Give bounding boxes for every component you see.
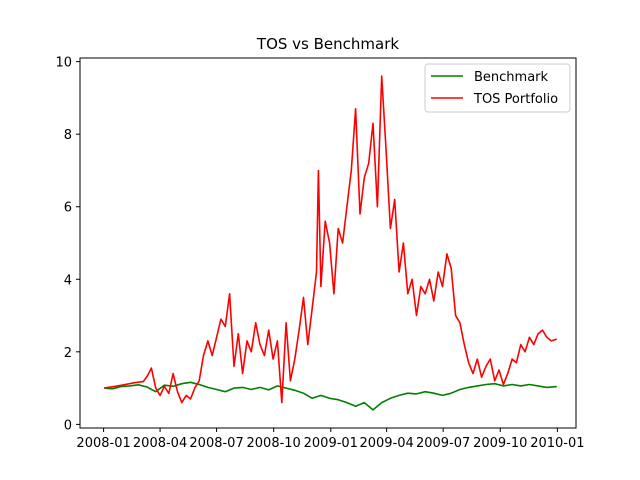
x-tick-label-2: 2008-07 [189, 436, 243, 451]
series-line-1 [104, 75, 558, 404]
plot-frame [79, 57, 577, 429]
y-tick-label-2: 4 [64, 273, 72, 288]
y-tick-label-3: 6 [64, 201, 72, 216]
x-tick-label-1: 2008-04 [133, 436, 187, 451]
y-tick-label-1: 2 [64, 346, 72, 361]
y-tick-label-5: 10 [55, 56, 72, 71]
legend-label-0: Benchmark [474, 70, 549, 85]
legend: Benchmark TOS Portfolio [424, 63, 571, 113]
x-tick-label-8: 2010-01 [530, 436, 584, 451]
y-tick-label-4: 8 [64, 128, 72, 143]
series-layer [104, 75, 558, 411]
x-axis: 2008-01 2008-04 2008-07 2008-10 2009-01 2009-… [76, 428, 585, 451]
y-axis: 0 2 4 6 8 10 [55, 56, 80, 433]
x-tick-label-6: 2009-07 [416, 436, 470, 451]
x-tick-label-0: 2008-01 [76, 436, 130, 451]
legend-label-1: TOS Portfolio [473, 92, 558, 107]
x-tick-label-3: 2008-10 [247, 436, 301, 451]
x-tick-label-7: 2009-10 [473, 436, 527, 451]
y-tick-label-0: 0 [64, 418, 72, 433]
x-tick-label-4: 2009-01 [304, 436, 358, 451]
series-line-0 [104, 381, 557, 411]
chart-title: TOS vs Benchmark [256, 35, 399, 53]
x-tick-label-5: 2009-04 [359, 436, 413, 451]
